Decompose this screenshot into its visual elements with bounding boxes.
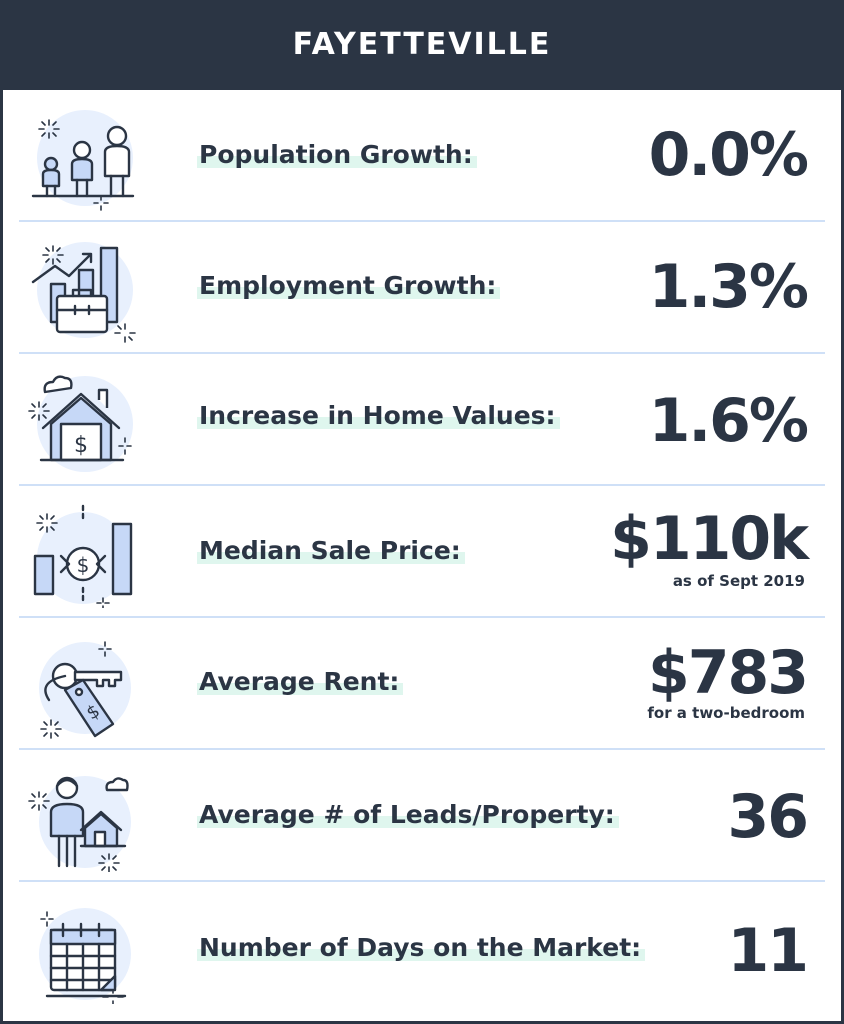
stat-value: 36 <box>727 782 809 852</box>
stat-note: for a two-bedroom <box>647 704 805 722</box>
population-icon <box>31 110 135 211</box>
stat-label: Average Rent: <box>197 667 404 697</box>
row-divider <box>19 748 825 750</box>
stat-value: $783 <box>648 638 809 708</box>
stat-value: $110k <box>610 504 809 574</box>
stat-value: 0.0% <box>648 120 809 190</box>
stat-label: Population Growth: <box>197 140 477 170</box>
row-divider <box>19 484 825 486</box>
stat-label: Median Sale Price: <box>197 536 465 566</box>
stat-row-days-on-market: Number of Days on the Market: 11 <box>3 882 841 1022</box>
key-tag-icon: $ <box>39 641 131 739</box>
stat-row-employment-growth: Employment Growth: 1.3% <box>3 222 841 354</box>
employment-chart-icon <box>31 242 136 343</box>
row-divider <box>19 220 825 222</box>
svg-text:$: $ <box>74 433 88 458</box>
stat-note: as of Sept 2019 <box>672 572 805 590</box>
stat-label: Average # of Leads/Property: <box>197 800 619 830</box>
calendar-icon <box>39 908 131 1004</box>
stat-label: Increase in Home Values: <box>197 401 560 431</box>
stat-label: Employment Growth: <box>197 271 501 301</box>
city-title: FAYETTEVILLE <box>0 0 844 90</box>
stat-row-home-values: $ Increase in Home Values: 1.6% <box>3 354 841 486</box>
row-divider <box>19 352 825 354</box>
stat-label: Number of Days on the Market: <box>197 933 646 963</box>
stat-value: 11 <box>727 916 809 986</box>
stat-value: 1.3% <box>648 252 809 322</box>
stat-row-median-sale-price: $ Median Sale Price: $110k as of Sept 20… <box>3 486 841 618</box>
stat-row-leads-per-property: Average # of Leads/Property: 36 <box>3 750 841 882</box>
house-dollar-icon: $ <box>28 375 133 472</box>
row-divider <box>19 880 825 882</box>
svg-text:$: $ <box>77 553 90 577</box>
price-chart-icon: $ <box>33 504 133 608</box>
row-divider <box>19 616 825 618</box>
agent-house-icon <box>28 776 131 872</box>
stat-value: 1.6% <box>648 386 809 456</box>
stat-row-population-growth: Population Growth: 0.0% <box>3 90 841 222</box>
stat-row-average-rent: $ Average Rent: $783 for a two-bedroom <box>3 618 841 750</box>
